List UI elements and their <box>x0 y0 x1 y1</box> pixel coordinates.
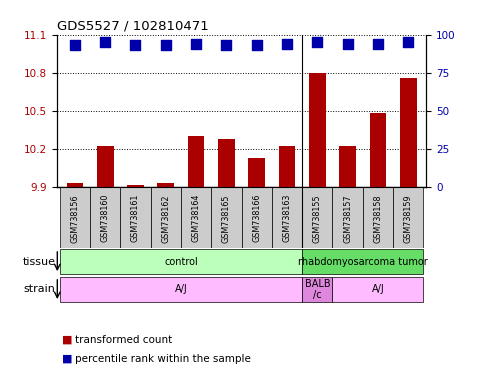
Point <box>253 42 261 48</box>
Text: GSM738165: GSM738165 <box>222 194 231 243</box>
Point <box>283 41 291 47</box>
Text: A/J: A/J <box>372 285 385 295</box>
Text: A/J: A/J <box>175 285 187 295</box>
FancyBboxPatch shape <box>332 187 363 248</box>
FancyBboxPatch shape <box>120 187 151 248</box>
Text: GSM738157: GSM738157 <box>343 194 352 243</box>
Text: GSM738161: GSM738161 <box>131 194 140 242</box>
FancyBboxPatch shape <box>272 187 302 248</box>
Text: ■: ■ <box>62 354 72 364</box>
FancyBboxPatch shape <box>302 249 423 274</box>
Text: GSM738155: GSM738155 <box>313 194 322 243</box>
Point <box>162 42 170 48</box>
Point <box>192 41 200 47</box>
Point <box>101 39 109 45</box>
FancyBboxPatch shape <box>242 187 272 248</box>
FancyBboxPatch shape <box>60 277 302 302</box>
Text: GDS5527 / 102810471: GDS5527 / 102810471 <box>57 19 209 32</box>
Point <box>71 42 79 48</box>
FancyBboxPatch shape <box>211 187 242 248</box>
Bar <box>67 183 83 187</box>
Bar <box>218 139 235 187</box>
Text: transformed count: transformed count <box>75 335 173 345</box>
Text: rhabdomyosarcoma tumor: rhabdomyosarcoma tumor <box>298 257 427 266</box>
Point <box>404 39 412 45</box>
Text: GSM738166: GSM738166 <box>252 194 261 242</box>
Point <box>132 42 140 48</box>
FancyBboxPatch shape <box>60 249 302 274</box>
FancyBboxPatch shape <box>90 187 120 248</box>
Text: GSM738164: GSM738164 <box>192 194 201 242</box>
Text: GSM738156: GSM738156 <box>70 194 79 243</box>
Bar <box>127 185 144 187</box>
Point <box>344 41 352 47</box>
Text: GSM738158: GSM738158 <box>374 194 383 243</box>
Bar <box>248 157 265 187</box>
Text: GSM738162: GSM738162 <box>161 194 170 243</box>
Text: GSM738160: GSM738160 <box>101 194 109 242</box>
Bar <box>157 183 174 187</box>
FancyBboxPatch shape <box>151 187 181 248</box>
Bar <box>370 113 387 187</box>
Text: strain: strain <box>24 285 56 295</box>
FancyBboxPatch shape <box>393 187 423 248</box>
Bar <box>339 146 356 187</box>
FancyBboxPatch shape <box>60 187 90 248</box>
Point <box>374 41 382 47</box>
Text: tissue: tissue <box>23 257 56 266</box>
FancyBboxPatch shape <box>302 277 332 302</box>
Bar <box>188 136 205 187</box>
Bar <box>97 146 113 187</box>
Bar <box>400 78 417 187</box>
Text: GSM738163: GSM738163 <box>282 194 291 242</box>
Bar <box>279 146 295 187</box>
Text: GSM738159: GSM738159 <box>404 194 413 243</box>
Text: ■: ■ <box>62 335 72 345</box>
Point <box>314 39 321 45</box>
FancyBboxPatch shape <box>363 187 393 248</box>
FancyBboxPatch shape <box>332 277 423 302</box>
Point <box>222 42 230 48</box>
FancyBboxPatch shape <box>181 187 211 248</box>
Text: percentile rank within the sample: percentile rank within the sample <box>75 354 251 364</box>
Bar <box>309 73 326 187</box>
Text: BALB
/c: BALB /c <box>305 279 330 300</box>
Text: control: control <box>164 257 198 266</box>
FancyBboxPatch shape <box>302 187 332 248</box>
